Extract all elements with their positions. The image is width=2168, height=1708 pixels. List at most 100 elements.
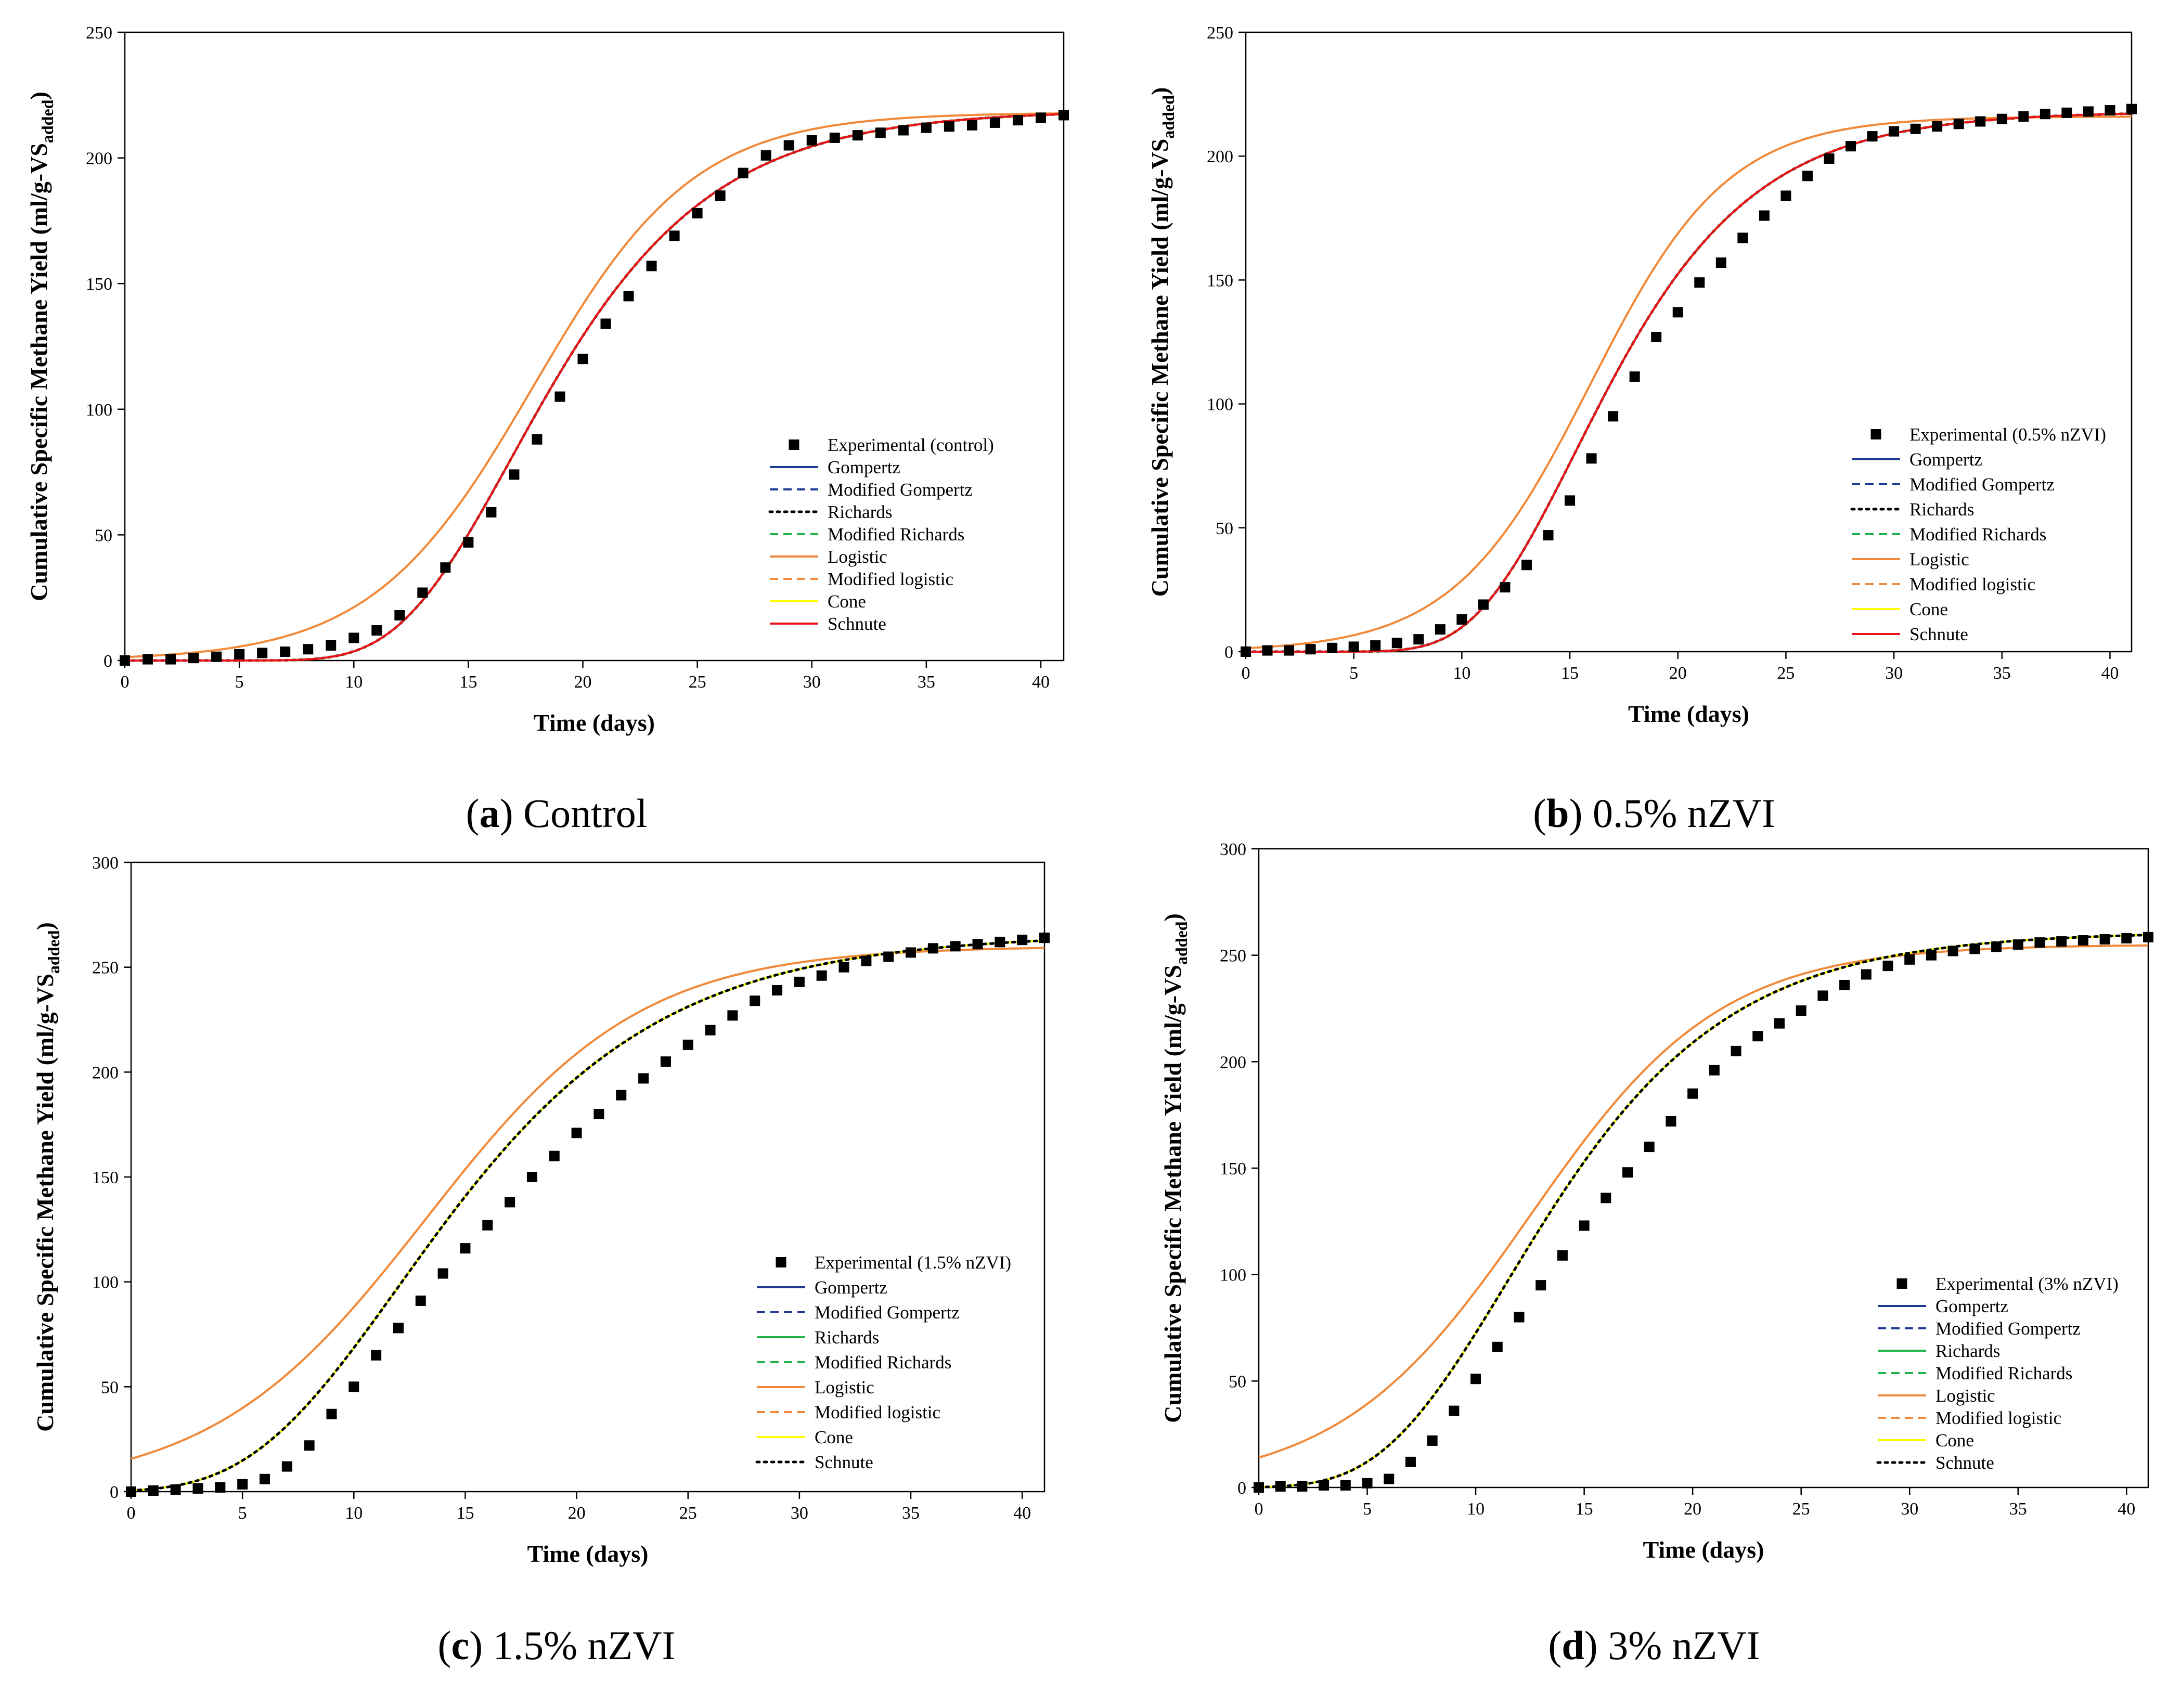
legend-label: Cone (1935, 1430, 1974, 1451)
data-point (1694, 277, 1705, 288)
plot-area (1245, 31, 2133, 653)
data-point (463, 537, 474, 548)
data-point (393, 1323, 404, 1334)
y-tick-label: 200 (1220, 1053, 1246, 1072)
data-point (1586, 453, 1597, 464)
legend-label: Experimental (control) (828, 435, 994, 455)
y-axis-title: Cumulative Specific Methane Yield (ml/g-… (1159, 913, 1191, 1423)
data-point (2040, 109, 2050, 120)
data-point (1932, 121, 1943, 132)
data-point (1405, 1456, 1416, 1467)
legend-label: Modified Richards (1935, 1363, 2072, 1383)
data-point (1996, 113, 2007, 124)
y-tick-label: 250 (1207, 23, 1233, 43)
x-tick-label: 15 (459, 672, 477, 692)
data-point (906, 947, 917, 958)
chart-panel-d: 0 50 100 150 200 250 300 0 5 10 15 20 25 30 35 40 Time (… (1159, 840, 2153, 1668)
data-point (349, 1381, 359, 1392)
legend-marker-experimental (789, 439, 799, 450)
x-tick-label: 30 (1885, 664, 1903, 683)
data-point (1017, 935, 1028, 946)
data-point (148, 1485, 159, 1496)
legend-label: Richards (1909, 499, 1974, 520)
data-point (326, 640, 337, 651)
panel-caption: (a) Control (466, 791, 648, 836)
data-point (1435, 624, 1446, 635)
x-tick-label: 40 (2118, 1499, 2135, 1519)
data-point (1672, 307, 1683, 318)
data-point (646, 261, 657, 271)
data-point (838, 962, 849, 973)
y-tick-label: 50 (101, 1378, 119, 1397)
data-point (2083, 106, 2094, 117)
data-point (2018, 111, 2029, 122)
data-point (257, 648, 268, 658)
data-point (259, 1473, 270, 1484)
data-point (1449, 1405, 1460, 1416)
data-point (417, 587, 428, 598)
data-point (554, 391, 565, 402)
data-point (1565, 495, 1576, 506)
data-point (1991, 941, 2002, 952)
y-tick-label: 0 (104, 652, 112, 671)
legend-label: Modified Richards (1909, 524, 2046, 545)
data-point (1470, 1374, 1481, 1384)
data-point (1926, 950, 1937, 961)
data-point (509, 469, 520, 480)
data-point (1478, 599, 1489, 610)
x-tick-label: 10 (1453, 664, 1470, 683)
data-point (1391, 638, 1402, 649)
data-point (638, 1073, 649, 1084)
y-tick-label: 150 (1220, 1159, 1246, 1179)
data-point (727, 1010, 738, 1021)
series-line-schnute (1246, 112, 2132, 653)
data-point (1362, 1478, 1373, 1489)
data-point (829, 132, 840, 143)
data-point (1543, 530, 1554, 541)
data-point (165, 654, 176, 665)
data-point (989, 117, 1000, 128)
data-point (532, 434, 543, 445)
data-point (1780, 190, 1791, 201)
data-point (1709, 1065, 1720, 1076)
data-point (460, 1243, 471, 1254)
data-point (237, 1479, 248, 1490)
data-point (2143, 931, 2153, 942)
x-tick-label: 35 (2009, 1499, 2027, 1519)
legend-label: Modified logistic (815, 1402, 940, 1422)
data-point (1413, 634, 1424, 645)
data-point (2034, 937, 2045, 948)
legend-label: Experimental (3% nZVI) (1935, 1274, 2119, 1294)
legend-label: Logistic (815, 1377, 874, 1398)
legend-label: Gompertz (1935, 1296, 2008, 1316)
data-point (1752, 1031, 1763, 1042)
x-tick-label: 35 (918, 672, 935, 692)
x-tick-label: 15 (1561, 664, 1579, 683)
data-point (1608, 411, 1619, 422)
data-point (852, 130, 863, 141)
data-point (1059, 110, 1069, 121)
data-point (120, 655, 130, 666)
data-point (2061, 107, 2072, 118)
data-point (1039, 933, 1050, 943)
data-point (415, 1295, 426, 1306)
data-point (1319, 1480, 1330, 1491)
chart-panel-c: 0 50 100 150 200 250 300 0 5 10 15 20 25 30 35 40 Time (… (32, 853, 1050, 1668)
chart-panel-b: 0 50 100 150 200 250 0 5 10 15 20 25 30 35 40 Time (day… (1146, 23, 2137, 836)
x-axis-title: Time (days) (534, 709, 655, 736)
data-point (1953, 119, 1964, 130)
data-point (1817, 990, 1828, 1001)
data-point (806, 135, 817, 146)
series-line-gompertz (1258, 934, 2149, 1489)
data-point (1839, 979, 1850, 990)
data-point (692, 208, 703, 218)
panel-caption: (d) 3% nZVI (1548, 1623, 1760, 1668)
x-axis-title: Time (days) (1628, 701, 1749, 727)
x-tick-label: 10 (345, 672, 363, 692)
data-point (783, 140, 794, 151)
x-tick-label: 40 (1013, 1504, 1031, 1523)
data-point (1629, 371, 1640, 382)
legend-marker-experimental (1870, 429, 1881, 439)
series-line-modified-logistic (124, 112, 1064, 658)
y-tick-label: 0 (1237, 1479, 1246, 1498)
